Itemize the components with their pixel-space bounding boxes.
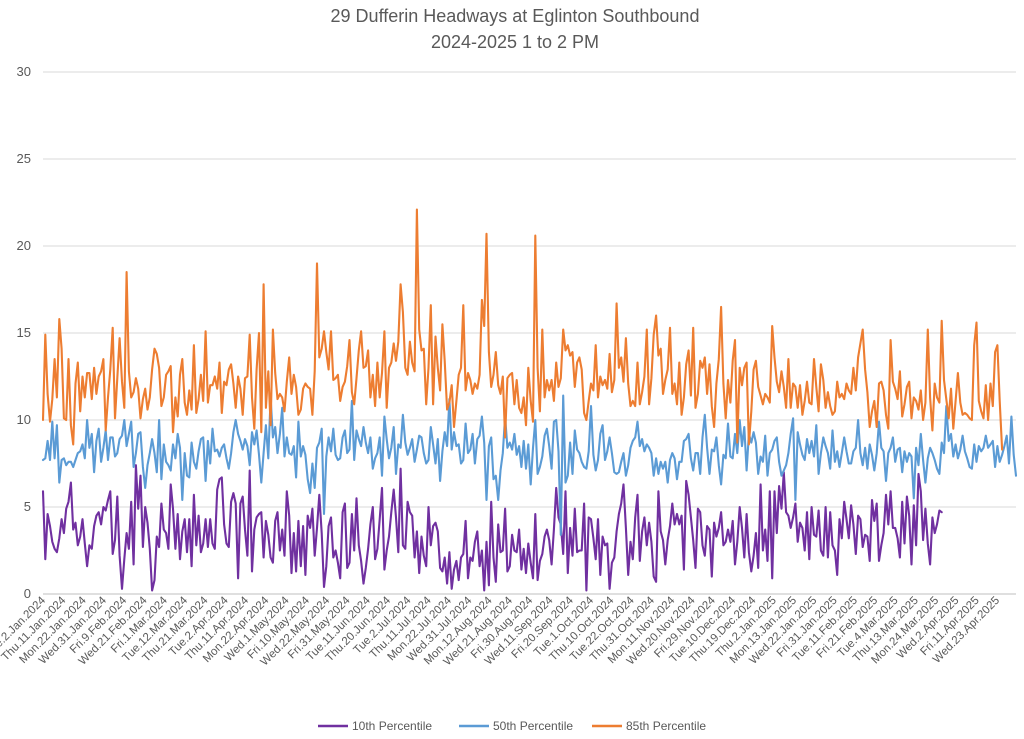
series-line-3 [41, 208, 1004, 451]
x-axis-ticks: Tue.2.Jan.2024Thu.11.Jan.2024Mon.22.Jan.… [0, 594, 1002, 668]
legend-label: 50th Percentile [493, 719, 573, 733]
series-lines [41, 208, 1018, 592]
y-axis-ticks: 0 5 10 15 20 25 30 [17, 64, 31, 601]
y-tick-label: 15 [17, 325, 31, 340]
y-tick-label: 5 [24, 499, 31, 514]
chart-title: 29 Dufferin Headways at Eglinton Southbo… [331, 6, 700, 26]
y-tick-label: 25 [17, 151, 31, 166]
y-tick-label: 30 [17, 64, 31, 79]
series-line-1 [41, 464, 943, 592]
legend-label: 10th Percentile [352, 719, 432, 733]
legend-label: 85th Percentile [626, 719, 706, 733]
y-tick-label: 10 [17, 412, 31, 427]
y-tick-label: 0 [24, 586, 31, 601]
series-line-2 [41, 394, 1018, 536]
gridlines [43, 71, 1016, 595]
y-tick-label: 20 [17, 238, 31, 253]
legend: 10th Percentile 50th Percentile 85th Perce… [318, 719, 706, 733]
chart-subtitle: 2024-2025 1 to 2 PM [431, 32, 599, 52]
